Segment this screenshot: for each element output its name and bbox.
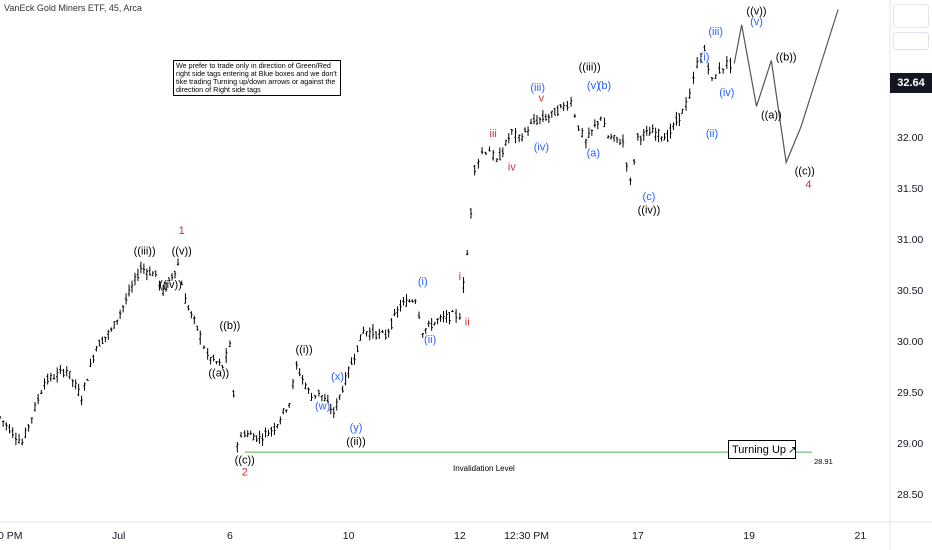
wave-label-black: ((a)) <box>761 110 782 122</box>
projected-wave-path <box>733 9 839 165</box>
wave-label-black: ((iii)) <box>134 245 156 257</box>
wave-label-black: ((ii)) <box>346 436 366 448</box>
wave-label-black: ((v)) <box>746 6 766 18</box>
wave-label-blue: (v) <box>587 80 600 92</box>
wave-label-blue: (iv) <box>719 87 734 99</box>
wave-label-blue: (v) <box>750 16 763 28</box>
wave-label-blue: (i) <box>418 276 428 288</box>
wave-label-blue: (a) <box>587 147 600 159</box>
wave-label-blue: (iii) <box>708 26 723 38</box>
wave-label-red: iv <box>508 162 516 174</box>
wave-label-black: ((b)) <box>776 52 797 64</box>
y-tick-label: 31.00 <box>897 234 923 246</box>
wave-label-red: i <box>459 271 461 283</box>
wave-label-black: ((v)) <box>172 245 192 257</box>
projection-path <box>733 9 839 165</box>
chart-settings-button[interactable] <box>893 4 929 28</box>
y-tick-label: 32.00 <box>897 132 923 144</box>
wave-label-blue: (i) <box>700 52 710 64</box>
trading-note: We prefer to trade only in direction of … <box>173 60 341 96</box>
turning-up-label: Turning Up <box>732 444 787 456</box>
wave-label-red: 2 <box>242 467 248 479</box>
y-tick-label: 31.50 <box>897 183 923 195</box>
wave-label-blue: (x) <box>331 371 344 383</box>
wave-label-red: 4 <box>805 179 811 191</box>
x-tick-label: 17 <box>632 530 644 542</box>
wave-label-blue: (c) <box>643 191 656 203</box>
x-tick-label: 6 <box>227 530 233 542</box>
x-tick-label: 12:30 PM <box>0 530 22 542</box>
y-tick-label: 29.00 <box>897 438 923 450</box>
x-tick-label: 12 <box>454 530 466 542</box>
wave-label-black: ((iv)) <box>638 205 661 217</box>
wave-label-blue: (y) <box>350 422 363 434</box>
wave-label-red: v <box>539 92 545 104</box>
wave-label-black: ((b)) <box>220 320 241 332</box>
wave-label-black: ((c)) <box>235 454 255 466</box>
y-tick-label: 30.50 <box>897 285 923 297</box>
wave-label-blue: (iv) <box>534 141 549 153</box>
turning-up-box: Turning Up ↗ <box>728 440 796 459</box>
y-tick-label: 29.50 <box>897 387 923 399</box>
y-tick-label: 30.00 <box>897 336 923 348</box>
x-tick-label: 21 <box>854 530 866 542</box>
invalidation-label: Invalidation Level <box>453 464 515 473</box>
last-price-tag: 32.64 <box>890 73 932 93</box>
wave-label-black: ((a)) <box>208 368 229 380</box>
x-tick-label: 12:30 PM <box>504 530 549 542</box>
x-axis: 12:30 PM Jul 6 10 12 12:30 PM 17 19 21 <box>0 521 932 542</box>
y-tick-label: 28.50 <box>897 489 923 501</box>
wave-labels: ((iii)) ((v)) ((iv)) ((b)) ((a)) ((c)) ((i)) ((… <box>134 0 815 479</box>
wave-label-black: ((c)) <box>795 166 815 178</box>
wave-label-black: ((i)) <box>296 344 313 356</box>
wave-label-blue: (ii) <box>706 128 718 140</box>
wave-label-blue: (w) <box>315 400 330 412</box>
arrow-up-right-icon: ↗ <box>788 445 797 456</box>
wave-label-red: 3 <box>757 0 763 2</box>
wave-label-red: ii <box>465 317 470 329</box>
y-axis: 28.50 29.00 29.50 30.00 30.50 31.00 31.50 32.00… <box>889 0 923 550</box>
invalidation-value: 28.91 <box>814 457 833 466</box>
chart-scale-button[interactable] <box>893 32 929 50</box>
wave-label-blue: (b) <box>598 80 611 92</box>
wave-label-blue: (ii) <box>424 334 436 346</box>
x-tick-label: 19 <box>743 530 755 542</box>
x-tick-label: Jul <box>112 530 125 542</box>
wave-label-red: 1 <box>179 225 185 237</box>
wave-label-black: ((iv)) <box>159 279 182 291</box>
wave-label-red: iii <box>490 128 497 140</box>
x-tick-label: 10 <box>343 530 355 542</box>
ticker-label: VanEck Gold Miners ETF, 45, Arca <box>4 3 142 13</box>
candlestick-series <box>0 44 732 453</box>
wave-label-black: ((iii)) <box>579 62 601 74</box>
wave-label-blue: (iii) <box>530 82 545 94</box>
